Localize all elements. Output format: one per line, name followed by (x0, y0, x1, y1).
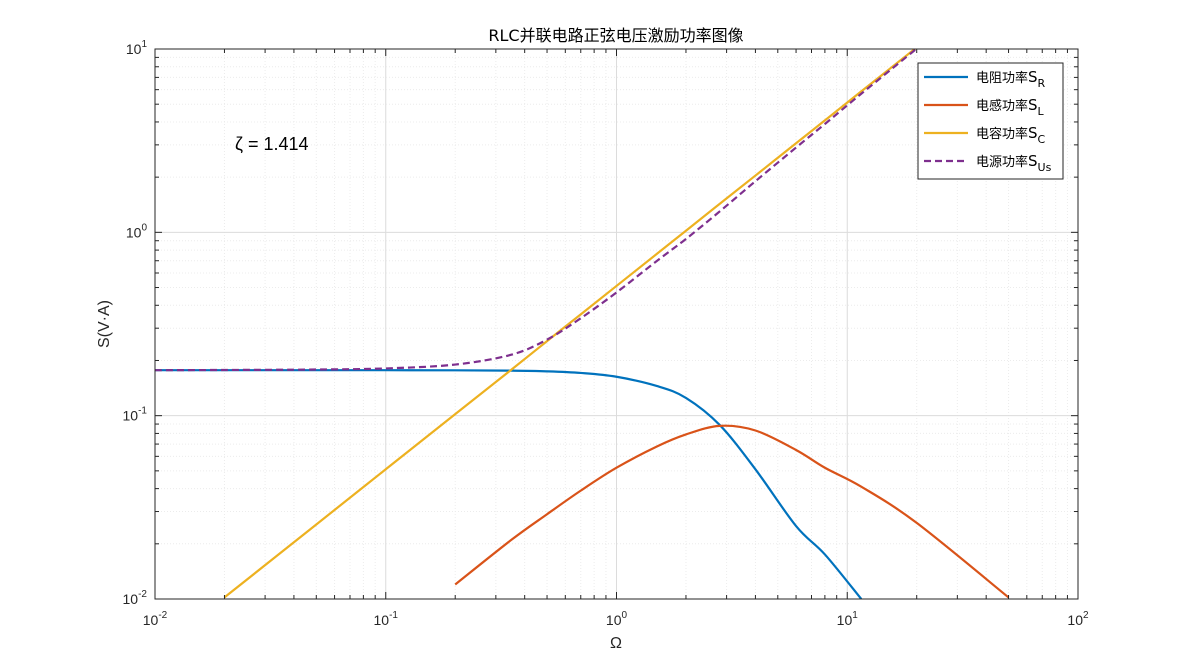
x-axis-title: Ω (610, 635, 622, 652)
x-tick-label: 10-2 (143, 610, 168, 628)
axis-ticks: 10-2 10-1 100 101 102 10-2 10-1 100 101 (123, 39, 1089, 628)
y-tick-label: 10-2 (123, 589, 148, 607)
x-tick-label: 102 (1067, 610, 1089, 628)
series-lines (155, 49, 1010, 599)
legend-label-R: 电阻功率SR (976, 68, 1046, 90)
chart-title: RLC并联电路正弦电压激励功率图像 (488, 26, 743, 45)
series-line-Us (155, 49, 918, 372)
y-tick-label: 10-1 (123, 406, 148, 424)
legend-box (917, 62, 1064, 180)
legend-label-C: 电容功率SC (976, 124, 1046, 146)
legend: 电阻功率SR 电感功率SL 电容功率SC 电源功率SUs (917, 62, 1064, 180)
legend-label-Us: 电源功率SUs (976, 152, 1052, 174)
zeta-annotation: ζ = 1.414 (235, 134, 309, 154)
y-tick-label: 100 (126, 222, 148, 240)
series-line-C (223, 49, 917, 599)
x-tick-label: 100 (606, 610, 628, 628)
x-tick-label: 10-1 (374, 610, 399, 628)
series-line-L (454, 424, 1010, 599)
x-tick-label: 101 (837, 610, 859, 628)
y-axis-title: S(V·A) (96, 300, 113, 348)
y-tick-label: 101 (126, 39, 148, 57)
legend-label-L: 电感功率SL (976, 96, 1045, 118)
grid (155, 49, 1078, 599)
